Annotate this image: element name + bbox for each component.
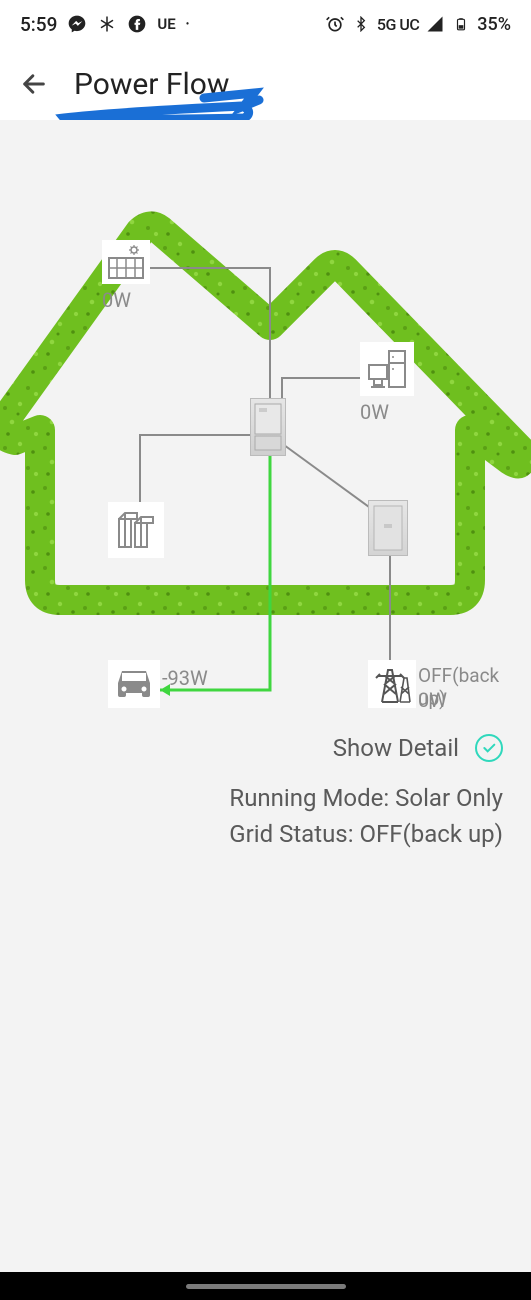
ue-label: UE [157,15,175,33]
running-mode-line: Running Mode: Solar Only [0,780,503,816]
content-area: 0W 0W [0,120,531,1272]
bluetooth-icon [351,14,371,34]
clock: 5:59 [20,13,57,36]
signal-icon [425,14,445,34]
network-label: 5G UC [377,15,419,34]
inverter-node[interactable] [250,398,286,456]
inverter-icon [253,402,283,452]
grid-status-line: Grid Status: OFF(back up) [0,816,503,852]
show-detail-label: Show Detail [333,734,459,762]
grid-status-value: OFF(back up) [359,820,503,848]
nav-pill[interactable] [186,1284,346,1289]
appliances-icon [365,347,409,391]
grid-tower-icon [372,664,412,704]
messenger-icon [67,14,87,34]
home-load-node[interactable] [360,342,414,396]
status-bar: 5:59 UE • 5G UC [0,0,531,48]
home-value: 0W [360,400,389,424]
system-nav-bar [0,1272,531,1300]
back-button[interactable] [12,62,56,106]
grid-value: 0W [418,688,447,712]
check-circle-icon [475,734,503,762]
running-mode-label: Running Mode: [229,784,389,812]
power-flow-diagram: 0W 0W [0,160,531,720]
alarm-icon [325,14,345,34]
facebook-icon [127,14,147,34]
page-title: Power Flow [74,67,229,102]
car-icon [112,665,156,703]
solar-panel-icon [106,244,146,280]
battery-pct: 35% [477,14,511,35]
app-header: Power Flow [0,48,531,120]
ev-value: -93W [162,666,208,690]
dot-icon: • [186,19,190,30]
solar-panel-node[interactable] [102,240,150,284]
subpanel-node[interactable] [368,500,408,556]
battery-icon [113,507,159,553]
status-info: Running Mode: Solar Only Grid Status: OF… [0,762,531,852]
solar-value: 0W [102,288,131,312]
grid-status-label: Grid Status: [229,820,353,848]
battery-icon [451,14,471,34]
grid-node[interactable] [368,660,416,708]
show-detail-row[interactable]: Show Detail [0,720,531,762]
running-mode-value: Solar Only [395,784,503,812]
snow-icon [97,14,117,34]
ev-node[interactable] [108,660,160,708]
panel-icon [372,504,404,552]
battery-node[interactable] [108,502,164,558]
